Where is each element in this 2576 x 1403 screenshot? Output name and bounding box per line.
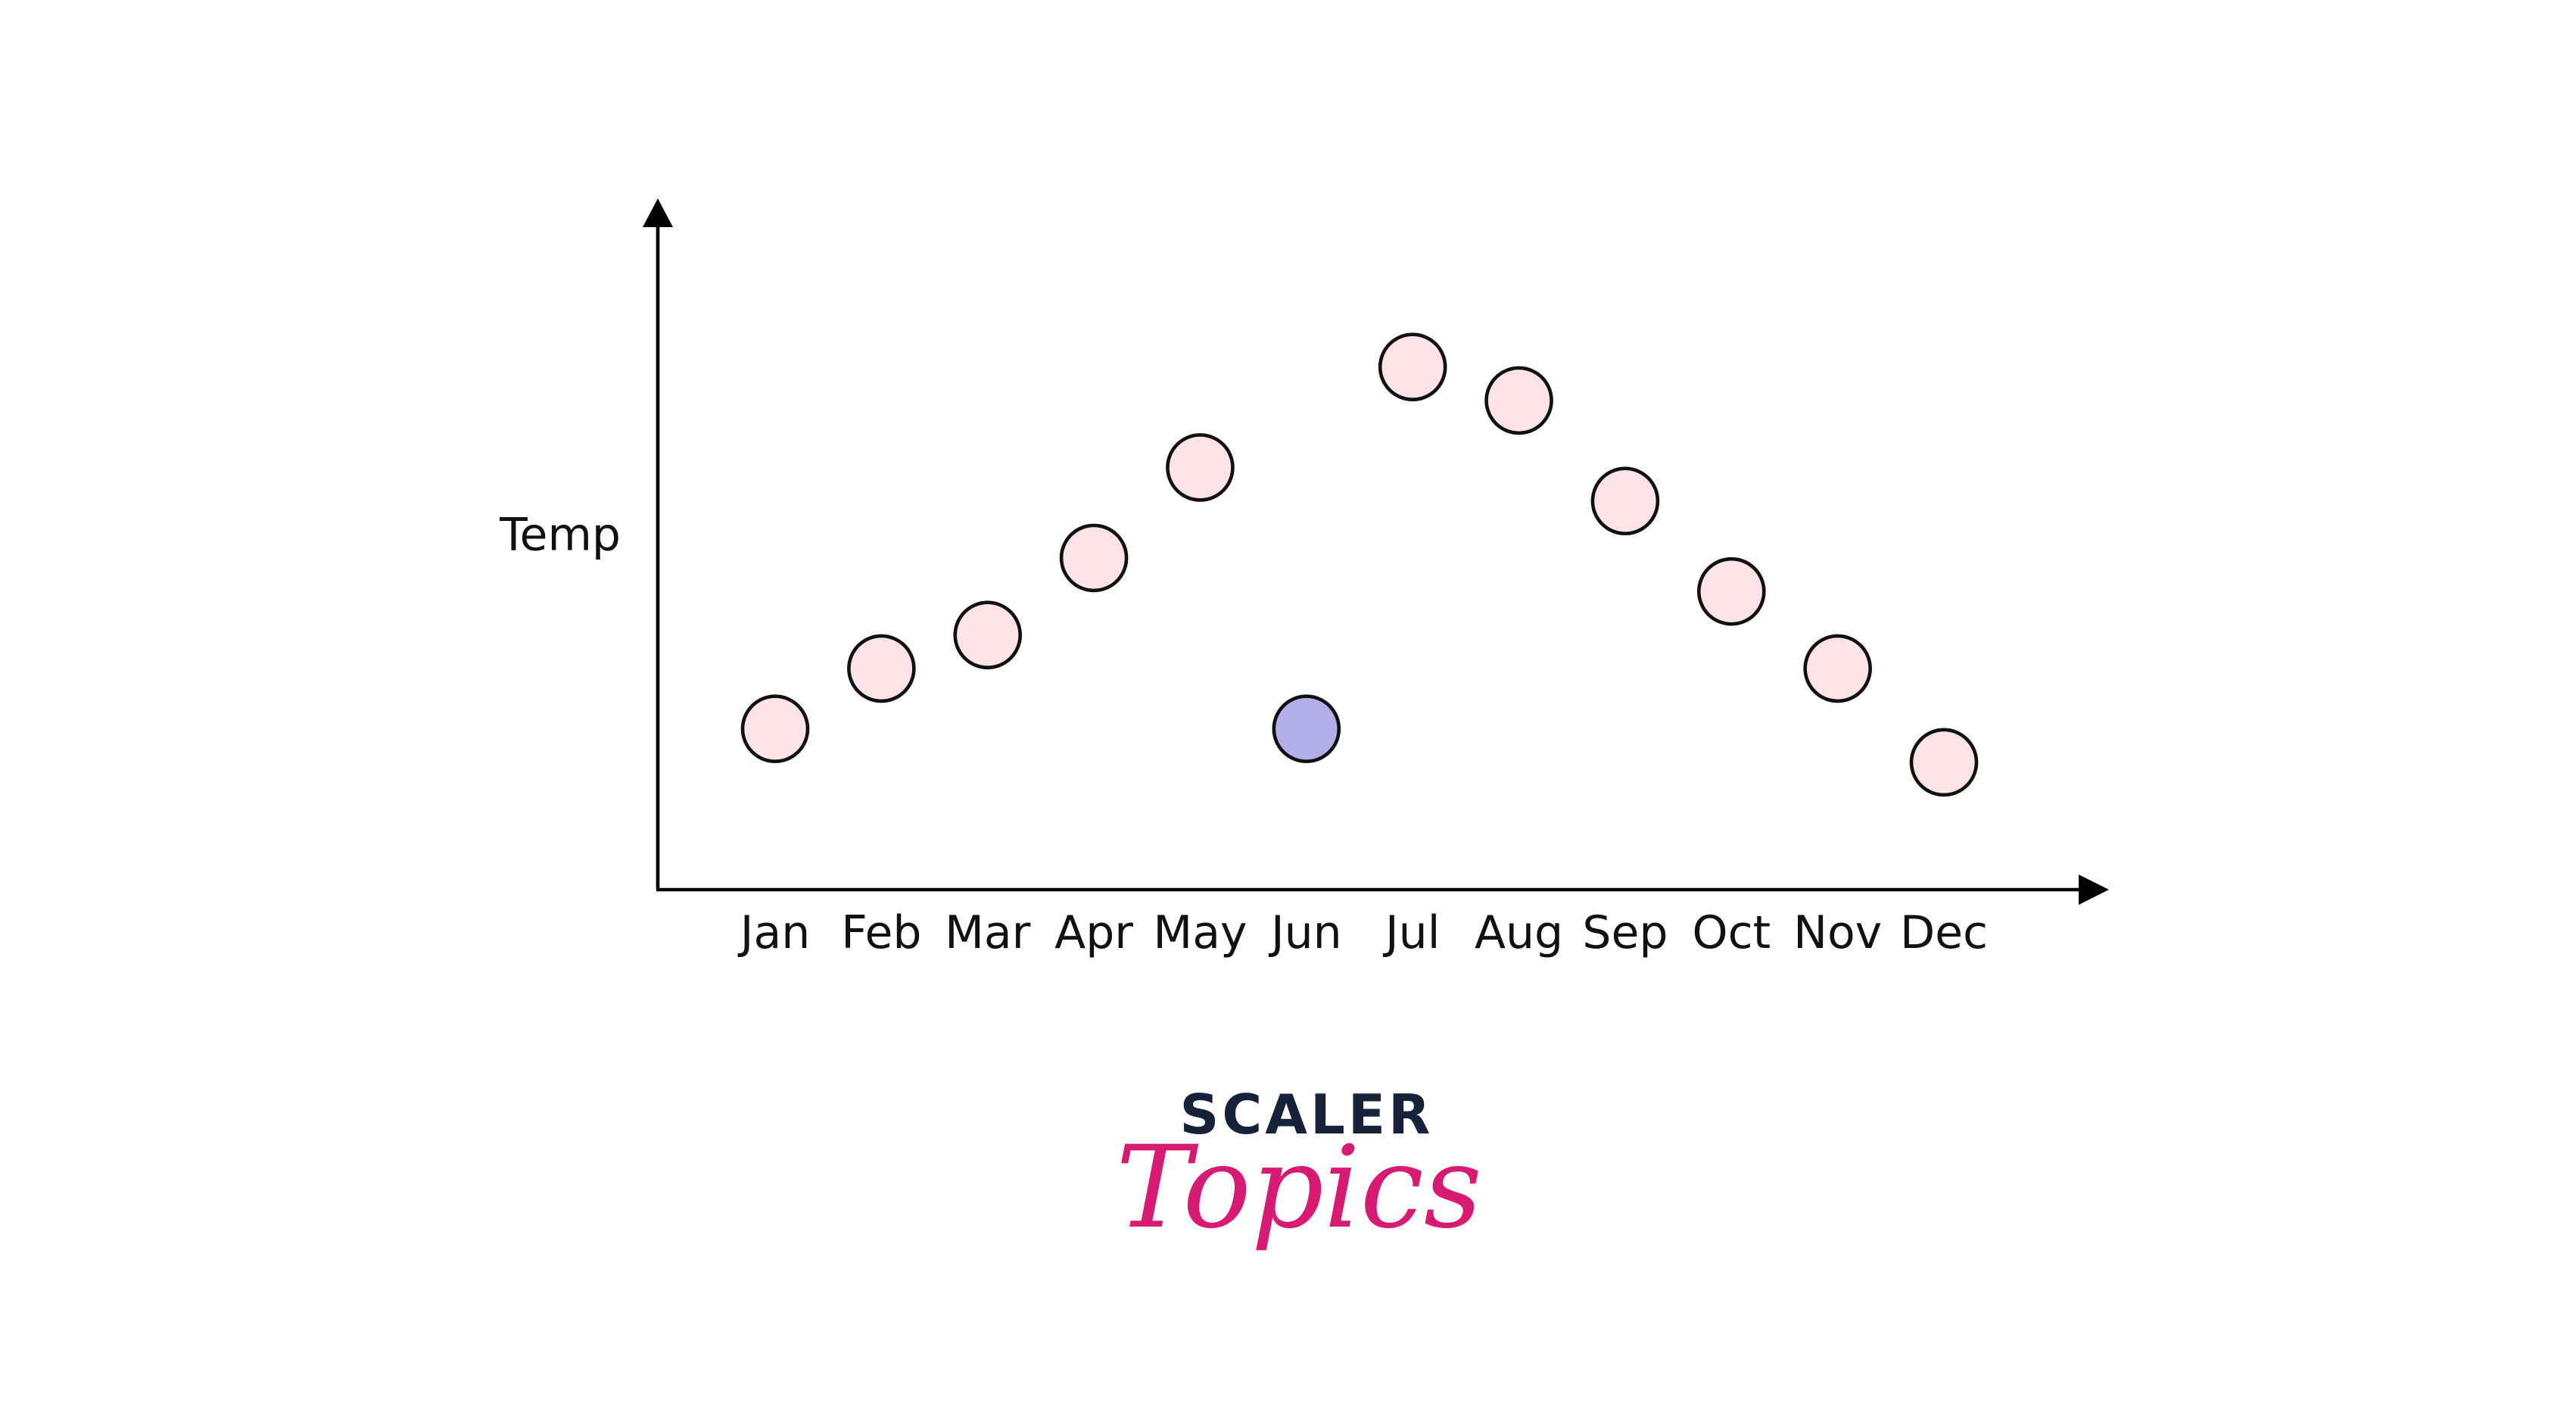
y-axis-arrow (643, 198, 673, 227)
data-point-feb (847, 634, 916, 703)
logo-word: SCALER (1180, 1083, 1434, 1146)
x-tick-label-jun: Jun (1268, 906, 1342, 959)
x-tick-label-apr: Apr (1054, 906, 1133, 959)
data-point-oct (1696, 557, 1766, 626)
x-tick-label-mar: Mar (945, 906, 1031, 959)
data-point-apr (1059, 523, 1129, 593)
data-point-sep (1590, 466, 1660, 536)
data-point-jul (1378, 332, 1447, 402)
x-axis-arrow (2079, 875, 2109, 905)
x-tick-label-aug: Aug (1475, 906, 1563, 959)
x-tick-label-feb: Feb (841, 906, 921, 959)
logo-script: Topics (1116, 1122, 1482, 1254)
x-tick-label-sep: Sep (1582, 906, 1668, 959)
data-point-mar (953, 600, 1023, 670)
data-point-dec (1909, 728, 1979, 797)
y-axis-label: Temp (499, 509, 621, 562)
scaler-topics-logo: SCALER Topics (1116, 1083, 1482, 1254)
x-tick-label-may: May (1153, 906, 1247, 959)
data-point-jan (740, 694, 810, 763)
x-tick-label-nov: Nov (1793, 906, 1882, 959)
x-tick-labels: Jan Feb Mar Apr May Jun Jul Aug Sep Oct Nov Dec (737, 906, 1988, 959)
data-point-aug (1484, 366, 1553, 435)
x-tick-label-jan: Jan (737, 906, 811, 959)
data-point-jun (1272, 694, 1341, 763)
x-tick-label-oct: Oct (1692, 906, 1771, 959)
data-point-nov (1803, 634, 1872, 703)
x-tick-label-dec: Dec (1900, 906, 1988, 959)
x-tick-label-jul: Jul (1382, 906, 1440, 959)
data-points (740, 332, 1979, 797)
data-point-may (1166, 433, 1235, 502)
